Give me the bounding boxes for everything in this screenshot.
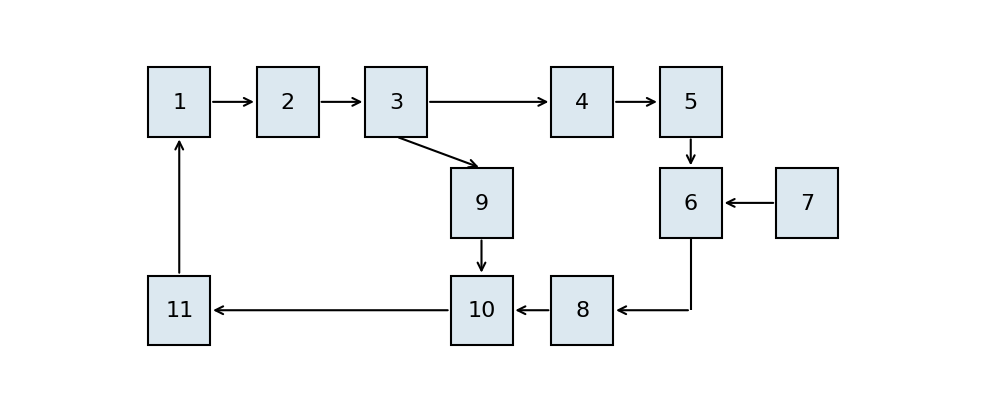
- Text: 5: 5: [684, 93, 698, 112]
- Text: 1: 1: [172, 93, 186, 112]
- Text: 4: 4: [575, 93, 589, 112]
- Text: 11: 11: [165, 301, 193, 320]
- Bar: [660, 169, 722, 238]
- Text: 2: 2: [281, 93, 295, 112]
- Bar: [148, 68, 210, 137]
- Text: 3: 3: [389, 93, 403, 112]
- Text: 9: 9: [474, 193, 489, 213]
- Bar: [660, 68, 722, 137]
- Text: 8: 8: [575, 301, 589, 320]
- Bar: [551, 68, 613, 137]
- Bar: [551, 276, 613, 345]
- Bar: [450, 276, 512, 345]
- Bar: [257, 68, 319, 137]
- Bar: [450, 169, 512, 238]
- Text: 7: 7: [800, 193, 814, 213]
- Bar: [776, 169, 838, 238]
- Text: 6: 6: [684, 193, 698, 213]
- Text: 10: 10: [467, 301, 496, 320]
- Bar: [148, 276, 210, 345]
- Bar: [365, 68, 427, 137]
